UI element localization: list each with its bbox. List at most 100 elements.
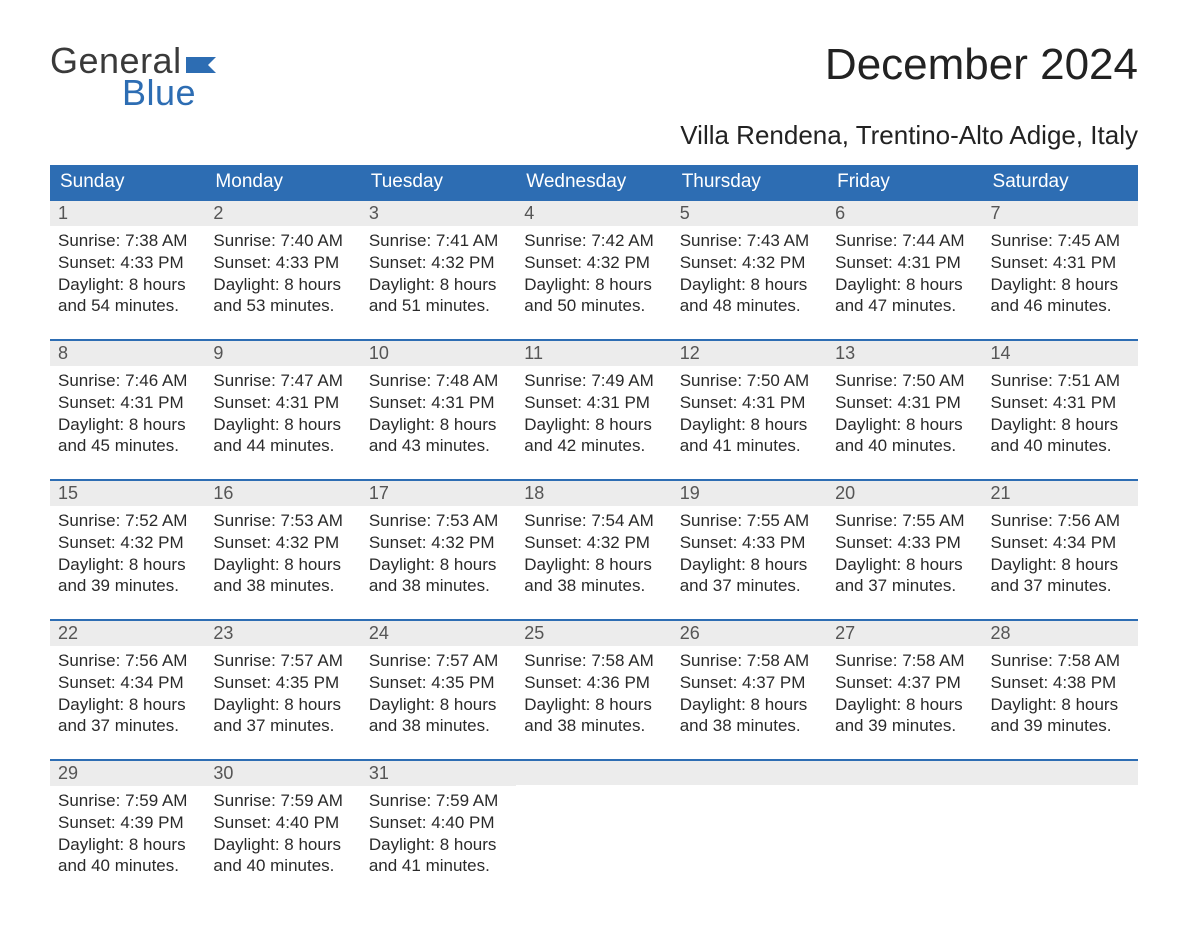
- day-body: Sunrise: 7:58 AMSunset: 4:37 PMDaylight:…: [672, 646, 827, 759]
- calendar-day: 16Sunrise: 7:53 AMSunset: 4:32 PMDayligh…: [205, 481, 360, 619]
- day-number: 31: [361, 761, 516, 786]
- day-sunset: Sunset: 4:36 PM: [524, 672, 671, 694]
- day-dl1: Daylight: 8 hours: [58, 694, 205, 716]
- day-number: 18: [516, 481, 671, 506]
- page-title: December 2024: [825, 40, 1138, 90]
- day-body: Sunrise: 7:48 AMSunset: 4:31 PMDaylight:…: [361, 366, 516, 479]
- calendar-day: 6Sunrise: 7:44 AMSunset: 4:31 PMDaylight…: [827, 201, 982, 339]
- calendar-day: 30Sunrise: 7:59 AMSunset: 4:40 PMDayligh…: [205, 761, 360, 899]
- calendar-day: 4Sunrise: 7:42 AMSunset: 4:32 PMDaylight…: [516, 201, 671, 339]
- day-dl1: Daylight: 8 hours: [835, 554, 982, 576]
- day-sunrise: Sunrise: 7:55 AM: [680, 510, 827, 532]
- day-sunset: Sunset: 4:39 PM: [58, 812, 205, 834]
- day-dl1: Daylight: 8 hours: [991, 414, 1138, 436]
- day-number: 30: [205, 761, 360, 786]
- day-sunset: Sunset: 4:33 PM: [58, 252, 205, 274]
- day-number: 8: [50, 341, 205, 366]
- day-sunset: Sunset: 4:31 PM: [369, 392, 516, 414]
- day-sunrise: Sunrise: 7:59 AM: [213, 790, 360, 812]
- calendar-header-cell: Wednesday: [516, 165, 671, 199]
- day-body: Sunrise: 7:56 AMSunset: 4:34 PMDaylight:…: [50, 646, 205, 759]
- day-number: [672, 761, 827, 785]
- day-dl1: Daylight: 8 hours: [680, 694, 827, 716]
- calendar-week: 15Sunrise: 7:52 AMSunset: 4:32 PMDayligh…: [50, 479, 1138, 619]
- calendar: SundayMondayTuesdayWednesdayThursdayFrid…: [50, 165, 1138, 899]
- day-body: Sunrise: 7:59 AMSunset: 4:39 PMDaylight:…: [50, 786, 205, 899]
- day-sunset: Sunset: 4:33 PM: [835, 532, 982, 554]
- day-sunrise: Sunrise: 7:42 AM: [524, 230, 671, 252]
- day-dl2: and 38 minutes.: [524, 715, 671, 737]
- day-sunrise: Sunrise: 7:56 AM: [58, 650, 205, 672]
- day-sunrise: Sunrise: 7:44 AM: [835, 230, 982, 252]
- day-number: 29: [50, 761, 205, 786]
- day-body: Sunrise: 7:42 AMSunset: 4:32 PMDaylight:…: [516, 226, 671, 339]
- calendar-header-cell: Saturday: [983, 165, 1138, 199]
- calendar-day: 12Sunrise: 7:50 AMSunset: 4:31 PMDayligh…: [672, 341, 827, 479]
- day-sunset: Sunset: 4:32 PM: [213, 532, 360, 554]
- day-dl1: Daylight: 8 hours: [835, 414, 982, 436]
- calendar-week: 1Sunrise: 7:38 AMSunset: 4:33 PMDaylight…: [50, 199, 1138, 339]
- calendar-week: 8Sunrise: 7:46 AMSunset: 4:31 PMDaylight…: [50, 339, 1138, 479]
- day-sunrise: Sunrise: 7:58 AM: [835, 650, 982, 672]
- day-sunrise: Sunrise: 7:52 AM: [58, 510, 205, 532]
- day-body: Sunrise: 7:49 AMSunset: 4:31 PMDaylight:…: [516, 366, 671, 479]
- calendar-day: 20Sunrise: 7:55 AMSunset: 4:33 PMDayligh…: [827, 481, 982, 619]
- day-dl2: and 39 minutes.: [58, 575, 205, 597]
- day-sunrise: Sunrise: 7:38 AM: [58, 230, 205, 252]
- calendar-week: 29Sunrise: 7:59 AMSunset: 4:39 PMDayligh…: [50, 759, 1138, 899]
- day-dl1: Daylight: 8 hours: [213, 414, 360, 436]
- day-sunset: Sunset: 4:31 PM: [680, 392, 827, 414]
- day-dl1: Daylight: 8 hours: [524, 554, 671, 576]
- calendar-day: 23Sunrise: 7:57 AMSunset: 4:35 PMDayligh…: [205, 621, 360, 759]
- day-number: 19: [672, 481, 827, 506]
- day-body: Sunrise: 7:53 AMSunset: 4:32 PMDaylight:…: [361, 506, 516, 619]
- day-dl2: and 45 minutes.: [58, 435, 205, 457]
- day-dl1: Daylight: 8 hours: [213, 554, 360, 576]
- day-dl1: Daylight: 8 hours: [58, 414, 205, 436]
- day-sunset: Sunset: 4:38 PM: [991, 672, 1138, 694]
- calendar-day: 19Sunrise: 7:55 AMSunset: 4:33 PMDayligh…: [672, 481, 827, 619]
- day-sunrise: Sunrise: 7:58 AM: [524, 650, 671, 672]
- day-number: 24: [361, 621, 516, 646]
- calendar-day: [672, 761, 827, 899]
- day-sunset: Sunset: 4:40 PM: [369, 812, 516, 834]
- day-body: Sunrise: 7:40 AMSunset: 4:33 PMDaylight:…: [205, 226, 360, 339]
- calendar-day: 27Sunrise: 7:58 AMSunset: 4:37 PMDayligh…: [827, 621, 982, 759]
- day-dl1: Daylight: 8 hours: [991, 694, 1138, 716]
- day-number: 6: [827, 201, 982, 226]
- day-body: Sunrise: 7:55 AMSunset: 4:33 PMDaylight:…: [827, 506, 982, 619]
- day-sunrise: Sunrise: 7:57 AM: [213, 650, 360, 672]
- day-number: 20: [827, 481, 982, 506]
- day-dl2: and 41 minutes.: [680, 435, 827, 457]
- day-dl1: Daylight: 8 hours: [680, 274, 827, 296]
- calendar-day: 3Sunrise: 7:41 AMSunset: 4:32 PMDaylight…: [361, 201, 516, 339]
- day-dl1: Daylight: 8 hours: [369, 554, 516, 576]
- day-sunrise: Sunrise: 7:40 AM: [213, 230, 360, 252]
- day-dl1: Daylight: 8 hours: [991, 554, 1138, 576]
- day-number: 16: [205, 481, 360, 506]
- day-body: Sunrise: 7:58 AMSunset: 4:38 PMDaylight:…: [983, 646, 1138, 759]
- day-sunrise: Sunrise: 7:46 AM: [58, 370, 205, 392]
- day-sunset: Sunset: 4:32 PM: [369, 252, 516, 274]
- day-sunrise: Sunrise: 7:59 AM: [369, 790, 516, 812]
- day-dl2: and 48 minutes.: [680, 295, 827, 317]
- day-dl1: Daylight: 8 hours: [213, 834, 360, 856]
- calendar-day: 2Sunrise: 7:40 AMSunset: 4:33 PMDaylight…: [205, 201, 360, 339]
- calendar-day: 9Sunrise: 7:47 AMSunset: 4:31 PMDaylight…: [205, 341, 360, 479]
- calendar-day: 26Sunrise: 7:58 AMSunset: 4:37 PMDayligh…: [672, 621, 827, 759]
- day-sunset: Sunset: 4:31 PM: [835, 252, 982, 274]
- day-sunset: Sunset: 4:32 PM: [680, 252, 827, 274]
- day-body: Sunrise: 7:50 AMSunset: 4:31 PMDaylight:…: [672, 366, 827, 479]
- day-body: Sunrise: 7:47 AMSunset: 4:31 PMDaylight:…: [205, 366, 360, 479]
- day-body: Sunrise: 7:59 AMSunset: 4:40 PMDaylight:…: [205, 786, 360, 899]
- day-sunrise: Sunrise: 7:41 AM: [369, 230, 516, 252]
- day-body: Sunrise: 7:38 AMSunset: 4:33 PMDaylight:…: [50, 226, 205, 339]
- day-sunset: Sunset: 4:31 PM: [58, 392, 205, 414]
- calendar-header-cell: Monday: [205, 165, 360, 199]
- day-sunrise: Sunrise: 7:56 AM: [991, 510, 1138, 532]
- day-body: Sunrise: 7:53 AMSunset: 4:32 PMDaylight:…: [205, 506, 360, 619]
- day-dl2: and 51 minutes.: [369, 295, 516, 317]
- day-sunrise: Sunrise: 7:59 AM: [58, 790, 205, 812]
- day-dl2: and 42 minutes.: [524, 435, 671, 457]
- day-sunset: Sunset: 4:33 PM: [680, 532, 827, 554]
